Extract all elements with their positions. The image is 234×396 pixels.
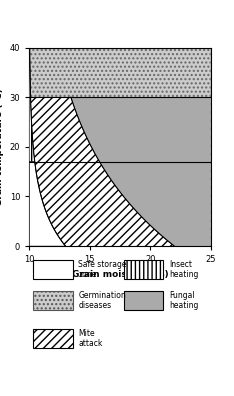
FancyBboxPatch shape	[33, 329, 73, 348]
Polygon shape	[30, 48, 211, 246]
Polygon shape	[31, 97, 174, 246]
Polygon shape	[29, 48, 31, 97]
FancyBboxPatch shape	[124, 291, 163, 310]
Text: Germination
diseases: Germination diseases	[78, 291, 126, 310]
Y-axis label: Grain temperature (°C): Grain temperature (°C)	[0, 88, 4, 206]
FancyBboxPatch shape	[33, 260, 73, 279]
Text: Insect
heating: Insect heating	[169, 259, 198, 279]
X-axis label: Grain moisture (%): Grain moisture (%)	[72, 270, 168, 279]
FancyBboxPatch shape	[33, 291, 73, 310]
Text: Mite
attack: Mite attack	[78, 329, 102, 348]
Polygon shape	[29, 48, 35, 162]
Polygon shape	[71, 97, 211, 246]
Polygon shape	[29, 162, 66, 246]
FancyBboxPatch shape	[124, 260, 163, 279]
Text: Safe storage
zone: Safe storage zone	[78, 259, 127, 279]
Text: Fungal
heating: Fungal heating	[169, 291, 198, 310]
